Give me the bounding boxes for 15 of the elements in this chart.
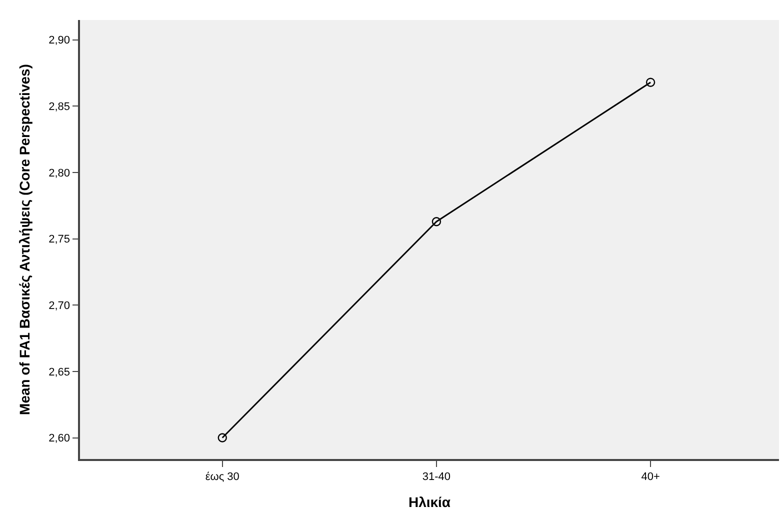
y-tick-label: 2,80	[48, 167, 70, 180]
y-tick-label: 2,70	[48, 300, 70, 312]
y-axis-title: Mean of FA1 Βασικές Αντιλήψεις (Core Perspectives)	[16, 64, 33, 415]
point	[432, 217, 442, 226]
x-axis-title: Ηλικία	[408, 494, 451, 510]
point	[218, 433, 227, 442]
y-tick-label: 2,90	[48, 34, 70, 47]
y-tick-label: 2,65	[48, 366, 70, 378]
x-tick-label: 40+	[641, 470, 660, 483]
point	[646, 78, 656, 87]
x-tick-label: 31-40	[422, 470, 451, 483]
x-tick-label: έως 30	[205, 470, 240, 483]
y-tick-label: 2,85	[48, 101, 70, 114]
y-tick-label: 2,60	[48, 432, 70, 445]
y-tick-label: 2,75	[48, 234, 70, 246]
